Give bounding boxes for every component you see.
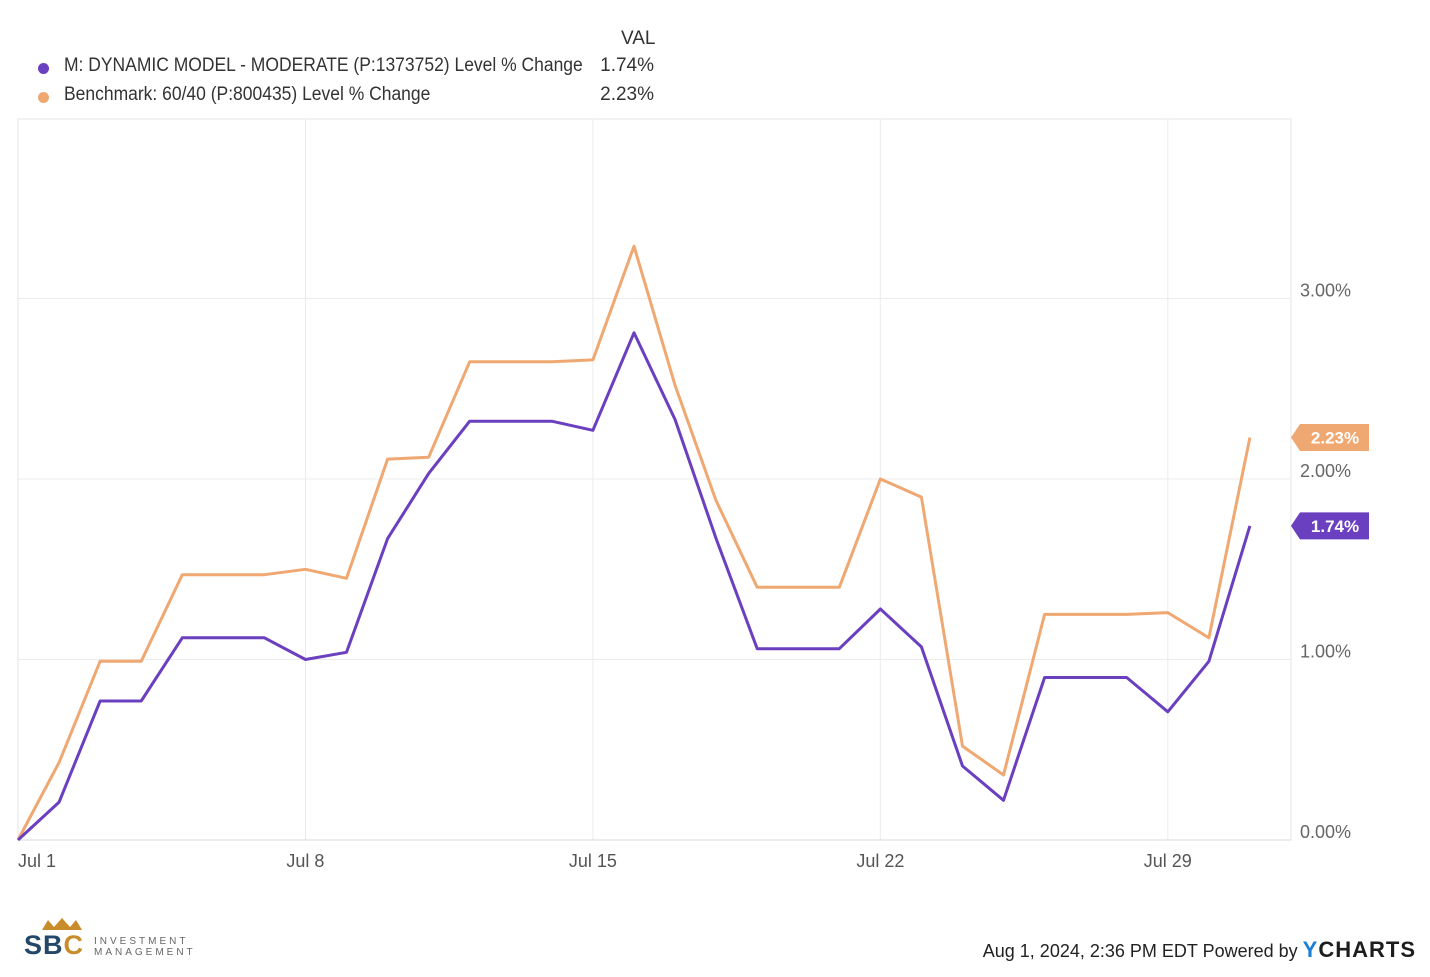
x-tick-label: Jul 8 [286,851,324,871]
x-tick-label: Jul 29 [1144,851,1192,871]
legend-label-benchmark: Benchmark: 60/40 (P:800435) Level % Chan… [64,84,431,105]
logo-letters-c: C [63,930,85,960]
legend-value-benchmark: 2.23% [600,84,654,105]
crest-icon [42,918,82,930]
x-tick-label: Jul 15 [569,851,617,871]
chart-legend: VAL M: DYNAMIC MODEL - MODERATE (P:13737… [0,0,700,112]
line-chart: 0.00% 1.00% 2.00% 3.00% Jul 1 Jul 8 Jul 15 Jul … [16,118,1369,871]
footer-attribution: Aug 1, 2024, 2:36 PM EDT Powered by YCHA… [983,937,1416,963]
series-line-dynamic-model [16,331,1252,842]
y-tick-label: 2.00% [1300,461,1351,481]
ycharts-logo-y: Y [1302,937,1319,962]
logo-line-investment: INVESTMENT [94,936,189,947]
ycharts-logo[interactable]: YCHARTS [1303,937,1416,962]
end-label-dynamic-model: 1.74% [1311,517,1359,536]
logo-line-management: MANAGEMENT [94,947,196,958]
legend-item-benchmark[interactable]: Benchmark: 60/40 (P:800435) Level % Chan… [0,84,700,110]
x-tick-label: Jul 1 [18,851,56,871]
y-tick-label: 0.00% [1300,822,1351,842]
legend-label-dynamic-model: M: DYNAMIC MODEL - MODERATE (P:1373752) … [64,55,583,76]
end-label-benchmark: 2.23% [1311,428,1359,447]
ycharts-logo-rest: CHARTS [1318,937,1416,962]
legend-marker-dynamic-model [38,63,49,74]
y-tick-label: 3.00% [1300,281,1351,301]
timestamp-text: Aug 1, 2024, 2:36 PM EDT Powered by [982,941,1298,961]
y-tick-label: 1.00% [1300,642,1351,662]
legend-value-dynamic-model: 1.74% [600,55,654,76]
logo-letters: SBC [24,930,84,961]
legend-value-header: VAL [621,28,656,49]
sbc-logo: SBC INVESTMENT MANAGEMENT [24,918,224,960]
end-flag-benchmark [1291,423,1369,451]
legend-item-dynamic-model[interactable]: M: DYNAMIC MODEL - MODERATE (P:1373752) … [0,55,700,81]
end-flag-dynamic-model [1291,512,1369,540]
logo-letters-sb: SB [24,930,64,960]
series-line-benchmark [16,244,1252,841]
legend-marker-benchmark [38,92,49,103]
x-tick-label: Jul 22 [856,851,904,871]
